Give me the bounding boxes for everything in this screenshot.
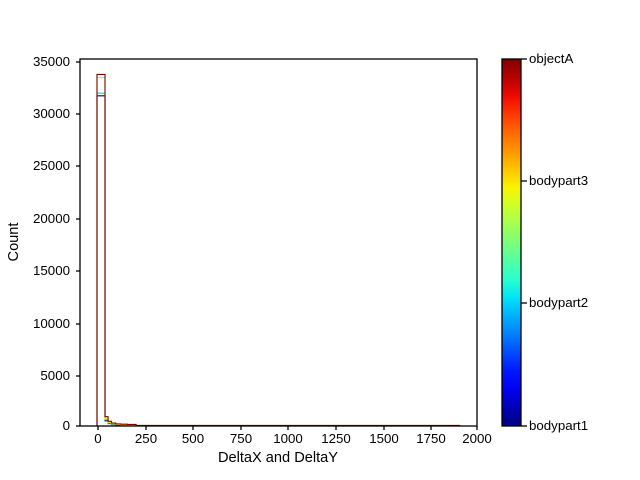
svg-text:objectA: objectA: [529, 51, 573, 66]
svg-text:bodypart1: bodypart1: [529, 418, 588, 433]
svg-text:0: 0: [63, 418, 70, 433]
svg-text:0: 0: [94, 431, 101, 446]
svg-text:5000: 5000: [40, 368, 70, 383]
svg-text:35000: 35000: [33, 54, 70, 69]
svg-text:500: 500: [182, 431, 204, 446]
svg-text:10000: 10000: [33, 316, 70, 331]
svg-text:bodypart3: bodypart3: [529, 173, 588, 188]
svg-text:20000: 20000: [33, 211, 70, 226]
svg-text:750: 750: [230, 431, 252, 446]
svg-text:bodypart2: bodypart2: [529, 295, 588, 310]
svg-text:DeltaX and DeltaY: DeltaX and DeltaY: [218, 450, 338, 466]
svg-text:1250: 1250: [321, 431, 351, 446]
svg-text:1000: 1000: [273, 431, 303, 446]
svg-text:250: 250: [135, 431, 157, 446]
svg-text:1750: 1750: [416, 431, 446, 446]
svg-text:30000: 30000: [33, 106, 70, 121]
svg-text:25000: 25000: [33, 158, 70, 173]
svg-text:1500: 1500: [369, 431, 399, 446]
svg-text:Count: Count: [6, 223, 22, 262]
svg-text:15000: 15000: [33, 263, 70, 278]
svg-text:2000: 2000: [462, 431, 492, 446]
